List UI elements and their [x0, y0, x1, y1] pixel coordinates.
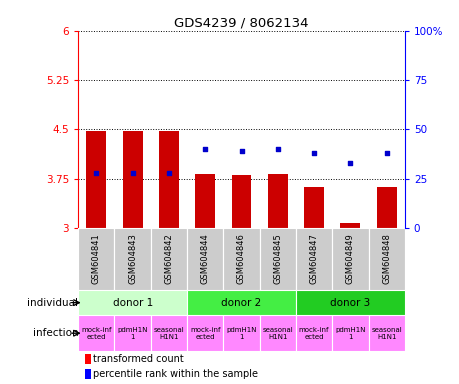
Text: GSM604847: GSM604847	[309, 233, 318, 285]
Bar	[86, 131, 106, 228]
Bar	[84, 369, 90, 379]
Bar	[78, 228, 114, 290]
Text: donor 1: donor 1	[112, 298, 152, 308]
Bar	[331, 315, 368, 351]
Bar	[187, 290, 295, 315]
Text: infection: infection	[33, 328, 78, 338]
Text: donor 3: donor 3	[330, 298, 369, 308]
Text: individual: individual	[27, 298, 78, 308]
Bar	[376, 187, 396, 228]
Bar	[331, 228, 368, 290]
Text: mock-inf
ected: mock-inf ected	[190, 327, 220, 340]
Point	[165, 169, 172, 175]
Bar	[151, 228, 187, 290]
Bar	[223, 315, 259, 351]
Point	[92, 169, 100, 175]
Bar	[187, 315, 223, 351]
Text: GSM604846: GSM604846	[236, 233, 246, 285]
Point	[346, 160, 353, 166]
Title: GDS4239 / 8062134: GDS4239 / 8062134	[174, 17, 308, 30]
Bar	[259, 315, 295, 351]
Text: seasonal
H1N1: seasonal H1N1	[262, 327, 292, 340]
Text: seasonal
H1N1: seasonal H1N1	[370, 327, 401, 340]
Point	[274, 146, 281, 152]
Bar	[114, 315, 151, 351]
Bar	[295, 228, 331, 290]
Bar	[368, 315, 404, 351]
Text: pdmH1N
1: pdmH1N 1	[226, 327, 256, 340]
Text: percentile rank within the sample: percentile rank within the sample	[93, 369, 257, 379]
Bar	[295, 315, 331, 351]
Bar	[78, 315, 114, 351]
Bar	[267, 174, 287, 228]
Bar	[151, 315, 187, 351]
Bar	[187, 228, 223, 290]
Bar	[295, 290, 404, 315]
Text: transformed count: transformed count	[93, 354, 183, 364]
Text: GSM604844: GSM604844	[200, 233, 209, 284]
Text: GSM604843: GSM604843	[128, 233, 137, 285]
Bar	[340, 222, 359, 228]
Bar	[223, 228, 259, 290]
Text: GSM604841: GSM604841	[92, 233, 101, 284]
Bar	[259, 228, 295, 290]
Bar	[78, 290, 187, 315]
Bar	[303, 187, 323, 228]
Text: mock-inf
ected: mock-inf ected	[298, 327, 329, 340]
Bar	[123, 131, 142, 228]
Point	[201, 146, 208, 152]
Text: GSM604848: GSM604848	[381, 233, 390, 285]
Text: pdmH1N
1: pdmH1N 1	[117, 327, 147, 340]
Text: GSM604845: GSM604845	[273, 233, 282, 284]
Point	[382, 150, 390, 156]
Bar	[159, 131, 179, 228]
Text: seasonal
H1N1: seasonal H1N1	[153, 327, 184, 340]
Bar	[114, 228, 151, 290]
Text: donor 2: donor 2	[221, 298, 261, 308]
Text: pdmH1N
1: pdmH1N 1	[335, 327, 365, 340]
Bar	[368, 228, 404, 290]
Text: GSM604849: GSM604849	[345, 233, 354, 284]
Point	[310, 150, 317, 156]
Text: mock-inf
ected: mock-inf ected	[81, 327, 112, 340]
Bar	[84, 354, 90, 364]
Point	[129, 169, 136, 175]
Bar	[195, 174, 215, 228]
Point	[237, 148, 245, 154]
Bar	[231, 175, 251, 228]
Text: GSM604842: GSM604842	[164, 233, 173, 284]
